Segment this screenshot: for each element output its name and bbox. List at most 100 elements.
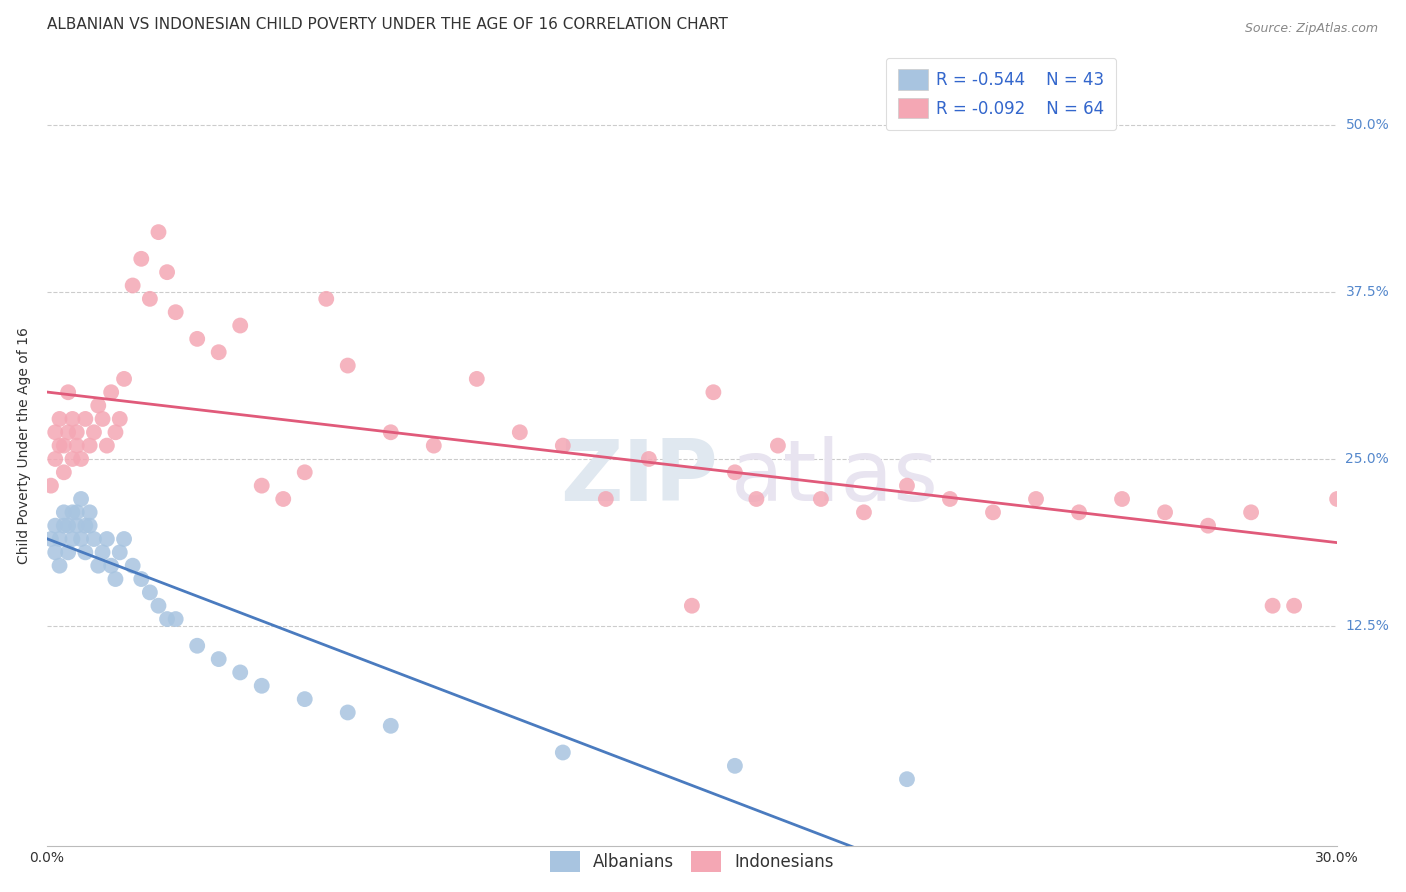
Point: [104, 425, 127, 440]
Point: [766, 439, 789, 453]
Point: [100, 385, 122, 400]
Point: [83, 532, 105, 546]
Point: [1261, 599, 1284, 613]
Point: [79, 505, 101, 519]
Point: [1197, 518, 1219, 533]
Point: [96, 439, 118, 453]
Point: [595, 491, 617, 506]
Point: [44, 425, 66, 440]
Point: [229, 665, 252, 680]
Point: [100, 558, 122, 573]
Point: [186, 639, 208, 653]
Point: [48, 439, 70, 453]
Point: [165, 612, 187, 626]
Point: [129, 572, 152, 586]
Point: [39, 478, 62, 492]
Point: [44, 518, 66, 533]
Point: [75, 518, 97, 533]
Point: [139, 585, 162, 599]
Point: [139, 292, 162, 306]
Point: [75, 412, 97, 426]
Point: [509, 425, 531, 440]
Point: [148, 225, 170, 239]
Point: [148, 599, 170, 613]
Point: [208, 345, 231, 359]
Point: [48, 532, 70, 546]
Point: [52, 518, 75, 533]
Point: [852, 505, 875, 519]
Point: [681, 599, 703, 613]
Point: [156, 612, 179, 626]
Point: [104, 572, 127, 586]
Point: [702, 385, 724, 400]
Point: [87, 399, 110, 413]
Text: 12.5%: 12.5%: [1346, 619, 1389, 632]
Point: [380, 719, 402, 733]
Point: [229, 318, 252, 333]
Text: ZIP: ZIP: [560, 436, 717, 519]
Point: [62, 452, 84, 467]
Point: [250, 679, 273, 693]
Text: atlas: atlas: [731, 436, 939, 519]
Point: [108, 545, 131, 559]
Point: [1154, 505, 1177, 519]
Point: [294, 692, 316, 706]
Point: [551, 439, 574, 453]
Point: [62, 505, 84, 519]
Point: [810, 491, 832, 506]
Point: [66, 518, 89, 533]
Point: [981, 505, 1004, 519]
Text: 50.0%: 50.0%: [1346, 119, 1389, 132]
Legend: Albanians, Indonesians: Albanians, Indonesians: [540, 841, 844, 881]
Point: [1067, 505, 1090, 519]
Text: ALBANIAN VS INDONESIAN CHILD POVERTY UNDER THE AGE OF 16 CORRELATION CHART: ALBANIAN VS INDONESIAN CHILD POVERTY UND…: [46, 17, 727, 32]
Point: [56, 545, 79, 559]
Point: [44, 452, 66, 467]
Point: [1240, 505, 1263, 519]
Point: [271, 491, 294, 506]
Point: [1025, 491, 1047, 506]
Point: [66, 505, 89, 519]
Point: [62, 532, 84, 546]
Point: [70, 452, 93, 467]
Point: [315, 292, 337, 306]
Point: [56, 518, 79, 533]
Point: [52, 505, 75, 519]
Point: [336, 359, 359, 373]
Point: [121, 278, 143, 293]
Point: [156, 265, 179, 279]
Point: [165, 305, 187, 319]
Point: [112, 532, 135, 546]
Point: [70, 491, 93, 506]
Text: 25.0%: 25.0%: [1346, 452, 1389, 466]
Point: [66, 439, 89, 453]
Point: [56, 385, 79, 400]
Point: [91, 412, 114, 426]
Point: [66, 425, 89, 440]
Point: [939, 491, 962, 506]
Point: [112, 372, 135, 386]
Point: [91, 545, 114, 559]
Point: [121, 558, 143, 573]
Y-axis label: Child Poverty Under the Age of 16: Child Poverty Under the Age of 16: [17, 327, 31, 564]
Point: [108, 412, 131, 426]
Point: [39, 532, 62, 546]
Point: [294, 465, 316, 479]
Point: [79, 518, 101, 533]
Point: [423, 439, 446, 453]
Point: [465, 372, 488, 386]
Point: [336, 706, 359, 720]
Point: [129, 252, 152, 266]
Point: [1111, 491, 1133, 506]
Point: [208, 652, 231, 666]
Point: [96, 532, 118, 546]
Point: [745, 491, 768, 506]
Point: [724, 759, 747, 773]
Point: [70, 532, 93, 546]
Point: [1282, 599, 1305, 613]
Point: [62, 412, 84, 426]
Point: [75, 545, 97, 559]
Point: [250, 478, 273, 492]
Point: [87, 558, 110, 573]
Point: [48, 412, 70, 426]
